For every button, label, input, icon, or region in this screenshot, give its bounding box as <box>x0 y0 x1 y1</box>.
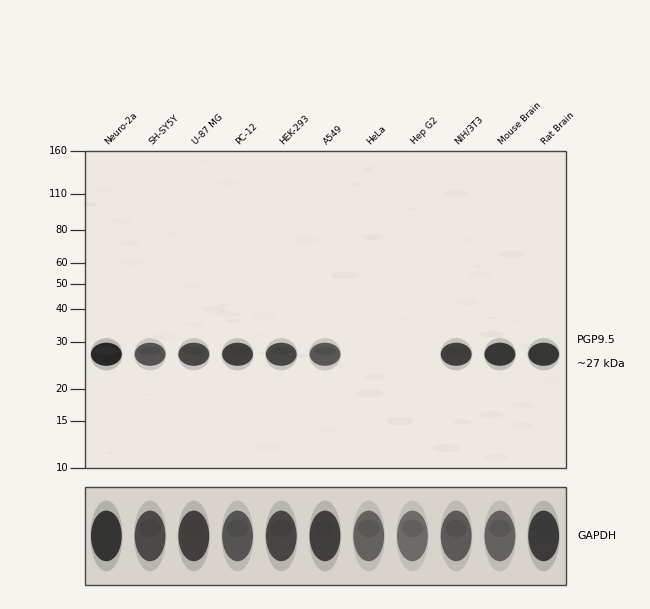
Text: Neuro-2a: Neuro-2a <box>103 110 139 146</box>
Text: HEK-293: HEK-293 <box>278 113 311 146</box>
Ellipse shape <box>352 501 385 571</box>
Ellipse shape <box>179 343 209 366</box>
Ellipse shape <box>397 510 428 561</box>
Ellipse shape <box>96 519 117 537</box>
Ellipse shape <box>222 510 253 561</box>
Text: 80: 80 <box>56 225 68 235</box>
Ellipse shape <box>309 510 341 561</box>
Ellipse shape <box>135 510 166 561</box>
Ellipse shape <box>266 343 296 366</box>
Ellipse shape <box>358 519 380 537</box>
Ellipse shape <box>445 519 467 537</box>
Ellipse shape <box>134 338 166 370</box>
Ellipse shape <box>527 501 560 571</box>
Text: SH-SY5Y: SH-SY5Y <box>147 113 180 146</box>
Ellipse shape <box>402 519 423 537</box>
Text: GAPDH: GAPDH <box>577 531 616 541</box>
Ellipse shape <box>484 343 515 366</box>
Ellipse shape <box>489 519 511 537</box>
Ellipse shape <box>354 510 384 561</box>
Ellipse shape <box>222 338 254 370</box>
Ellipse shape <box>314 519 336 537</box>
Text: A549: A549 <box>322 124 344 146</box>
Ellipse shape <box>484 510 515 561</box>
Text: 160: 160 <box>49 146 68 156</box>
Text: 20: 20 <box>56 384 68 393</box>
Text: 10: 10 <box>56 463 68 473</box>
Ellipse shape <box>441 343 471 366</box>
Ellipse shape <box>179 510 209 561</box>
Ellipse shape <box>270 519 292 537</box>
Text: 50: 50 <box>56 279 68 289</box>
Text: 60: 60 <box>56 258 68 268</box>
Ellipse shape <box>227 347 248 355</box>
Ellipse shape <box>484 338 516 370</box>
Ellipse shape <box>265 338 298 370</box>
Ellipse shape <box>309 343 341 366</box>
Ellipse shape <box>139 519 161 537</box>
Text: 30: 30 <box>56 337 68 347</box>
Ellipse shape <box>135 343 166 366</box>
FancyBboxPatch shape <box>84 487 566 585</box>
Ellipse shape <box>440 338 473 370</box>
Ellipse shape <box>484 501 516 571</box>
Ellipse shape <box>91 343 122 366</box>
Ellipse shape <box>177 501 210 571</box>
Text: U-87 MG: U-87 MG <box>190 112 224 146</box>
Text: 110: 110 <box>49 189 68 199</box>
Text: PC-12: PC-12 <box>235 121 259 146</box>
Ellipse shape <box>222 343 253 366</box>
Ellipse shape <box>139 347 161 355</box>
Text: 15: 15 <box>55 417 68 426</box>
Ellipse shape <box>177 338 210 370</box>
Text: PGP9.5: PGP9.5 <box>577 336 616 345</box>
Ellipse shape <box>527 338 560 370</box>
Ellipse shape <box>314 347 336 355</box>
Ellipse shape <box>533 347 554 355</box>
Ellipse shape <box>533 519 554 537</box>
Text: Rat Brain: Rat Brain <box>541 110 577 146</box>
Ellipse shape <box>441 510 471 561</box>
Ellipse shape <box>91 510 122 561</box>
Ellipse shape <box>528 343 559 366</box>
Ellipse shape <box>222 501 254 571</box>
Text: NIH/3T3: NIH/3T3 <box>453 114 485 146</box>
Ellipse shape <box>183 519 205 537</box>
Ellipse shape <box>227 519 248 537</box>
Ellipse shape <box>134 501 166 571</box>
Ellipse shape <box>266 510 296 561</box>
Ellipse shape <box>440 501 473 571</box>
Ellipse shape <box>396 501 428 571</box>
FancyBboxPatch shape <box>84 151 566 468</box>
Ellipse shape <box>90 338 123 370</box>
Ellipse shape <box>96 347 117 355</box>
Ellipse shape <box>528 510 559 561</box>
Text: 40: 40 <box>56 304 68 314</box>
Ellipse shape <box>489 347 511 355</box>
Text: Mouse Brain: Mouse Brain <box>497 100 543 146</box>
Ellipse shape <box>309 338 341 370</box>
Text: HeLa: HeLa <box>365 124 388 146</box>
Ellipse shape <box>270 347 292 355</box>
Text: ~27 kDa: ~27 kDa <box>577 359 625 368</box>
Ellipse shape <box>265 501 298 571</box>
Ellipse shape <box>445 347 467 355</box>
Text: Hep G2: Hep G2 <box>410 116 439 146</box>
Ellipse shape <box>309 501 341 571</box>
Ellipse shape <box>90 501 123 571</box>
Ellipse shape <box>183 347 205 355</box>
